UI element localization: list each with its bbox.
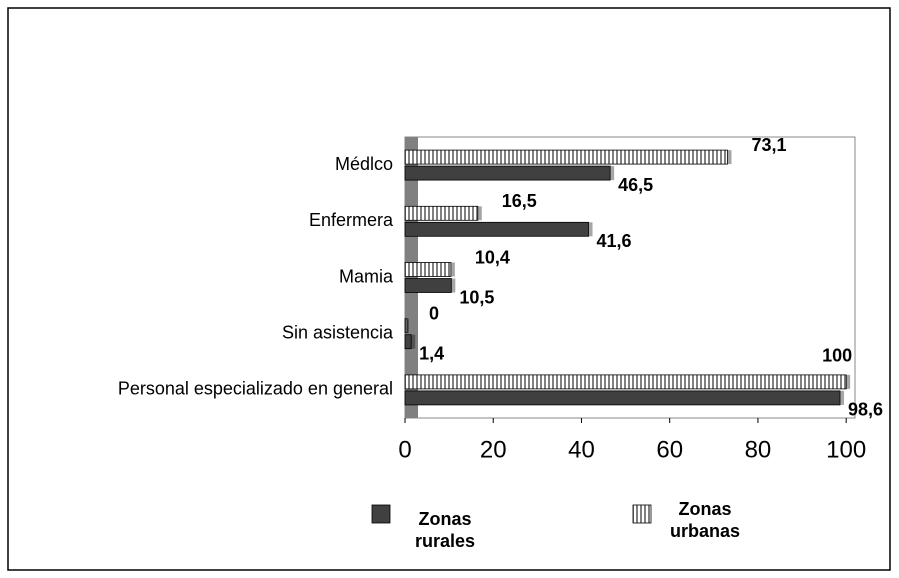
bar-side: [405, 318, 409, 333]
bar-side: [588, 222, 593, 237]
bar: [404, 318, 408, 334]
value-label: 0: [429, 303, 439, 323]
chart-border: [7, 7, 891, 571]
bar-side: [846, 374, 851, 389]
legend-label: Zonas rurales: [414, 509, 476, 551]
bar-side: [450, 262, 455, 277]
value-label: 10,4: [475, 247, 510, 267]
x-tick-label: 100: [826, 436, 866, 463]
bar: [404, 390, 841, 406]
x-tick-label: 60: [656, 436, 683, 463]
bar: [404, 165, 611, 181]
value-label: 98,6: [848, 400, 883, 420]
bar-side: [451, 278, 456, 293]
category-label: Sin asistencia: [282, 322, 394, 342]
category-label: Médlco: [335, 154, 393, 174]
x-tick-label: 0: [398, 436, 411, 463]
legend-swatch: [632, 504, 652, 524]
value-label: 1,4: [419, 343, 444, 363]
bar-side: [411, 334, 416, 349]
bar: [404, 278, 452, 293]
bar: [404, 149, 728, 165]
bar-side: [610, 166, 615, 181]
bar: [404, 205, 479, 221]
category-label: Personal especializado en general: [118, 379, 393, 399]
bar-side: [727, 150, 732, 165]
category-label: Enfermera: [309, 210, 394, 230]
bar: [404, 262, 452, 277]
value-label: 41,6: [597, 231, 632, 251]
x-tick-label: 80: [745, 436, 772, 463]
legend-label: Zonas urbanas: [669, 499, 741, 541]
category-label: Mamia: [339, 266, 394, 286]
value-label: 10,5: [459, 287, 494, 307]
bar-side: [840, 390, 844, 405]
value-label: 73,1: [752, 135, 787, 155]
bar: [404, 221, 589, 237]
bar: [404, 374, 847, 390]
value-label: 16,5: [502, 191, 537, 211]
value-label: 100: [822, 346, 852, 366]
bar: [404, 334, 412, 350]
x-tick-label: 40: [568, 436, 595, 463]
value-label: 46,5: [618, 175, 653, 195]
x-tick-label: 20: [480, 436, 507, 463]
legend-swatch: [371, 504, 391, 524]
bar-side: [477, 206, 482, 221]
